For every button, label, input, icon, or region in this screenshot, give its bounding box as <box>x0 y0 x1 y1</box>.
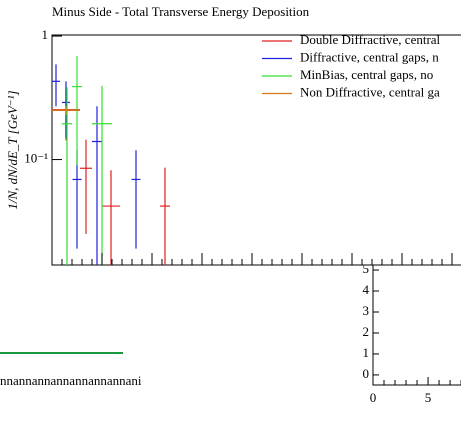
x-tick-label: 5 <box>425 390 432 405</box>
y-tick-label: 3 <box>363 303 370 318</box>
y-tick-label: 2 <box>363 324 370 339</box>
fragment-text: nnannannannannannannani <box>0 373 142 388</box>
y-axis-label: 1/N, dN/dE_T [GeV⁻¹] <box>5 90 20 209</box>
legend-label: MinBias, central gaps, no <box>300 67 433 82</box>
y-tick-label: 4 <box>363 282 370 297</box>
x-tick-label: 0 <box>370 390 377 405</box>
legend-label: Double Diffractive, central <box>300 32 441 47</box>
y-tick-label: 5 <box>363 261 370 276</box>
chart-title: Minus Side - Total Transverse Energy Dep… <box>52 4 310 19</box>
plot-area <box>52 55 170 265</box>
y-tick-label: 1 <box>42 27 49 42</box>
legend-label: Non Diffractive, central ga <box>300 84 440 99</box>
y-tick-label: 10⁻¹ <box>24 151 48 166</box>
legend-label: Diffractive, central gaps, n <box>300 49 439 64</box>
inset-frame <box>372 264 461 386</box>
y-tick-label: 1 <box>363 345 370 360</box>
y-tick-label: 0 <box>363 366 370 381</box>
